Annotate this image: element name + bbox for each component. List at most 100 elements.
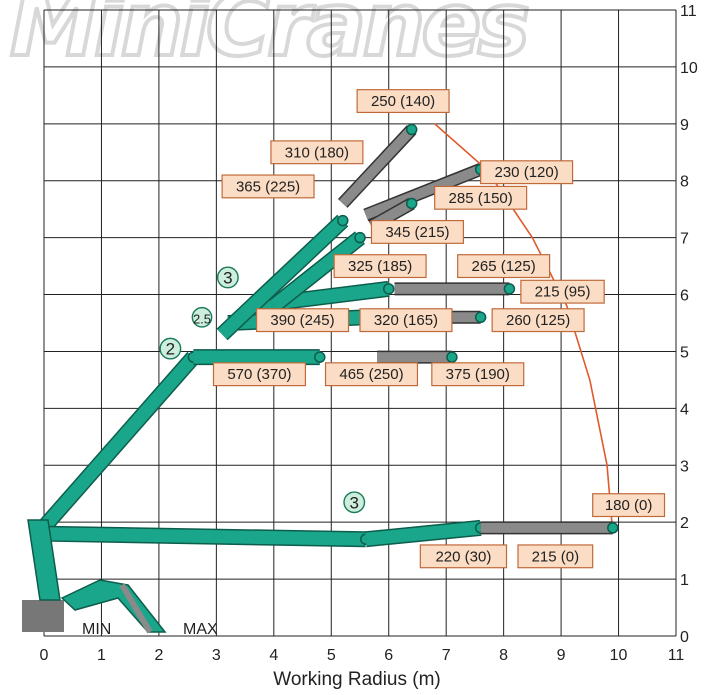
angle-marker: [343, 491, 366, 514]
boom-tip: [405, 123, 418, 136]
boom-label-min: MIN: [82, 621, 111, 638]
load-labels: 250 (140) 310 (180) 230 (120) 365 (225) 285 …: [212, 89, 666, 569]
load-label: 215 (95): [535, 284, 591, 301]
x-axis-ticks: 0 1 2 3 4 5 6 7 8 9 10 11: [40, 647, 685, 664]
angle-marker: [191, 306, 213, 328]
angle-marker-text: 3: [223, 268, 232, 287]
y-tick-label: 4: [680, 401, 689, 418]
x-axis-title: Working Radius (m): [273, 669, 441, 690]
load-label: 180 (0): [605, 497, 653, 514]
boom-tip: [382, 283, 395, 295]
x-tick-label: 11: [668, 647, 685, 664]
load-label-box: [480, 160, 574, 185]
boom-positions: [32, 123, 619, 548]
load-label: 465 (250): [339, 366, 403, 383]
x-tick-label: 3: [212, 647, 221, 664]
y-tick-label: 7: [680, 231, 689, 248]
angle-markers: 3 2.5 2 3: [159, 266, 366, 514]
load-label: 265 (125): [472, 258, 536, 275]
load-label: 230 (120): [495, 164, 559, 181]
y-tick-label: 2: [680, 515, 689, 532]
boom-section: [33, 352, 199, 538]
angle-marker: [159, 337, 182, 360]
x-tick-label: 5: [327, 647, 336, 664]
boom-tip: [337, 214, 349, 227]
x-tick-label: 6: [384, 647, 393, 664]
boom-tip: [354, 231, 366, 244]
load-label: 320 (165): [374, 312, 438, 329]
load-label: 325 (185): [348, 258, 412, 275]
load-label: 260 (125): [506, 312, 570, 329]
x-tick-label: 4: [269, 647, 278, 664]
load-label-box: [457, 254, 551, 279]
y-tick-label: 8: [680, 174, 689, 191]
boom-tip: [607, 522, 619, 534]
x-tick-label: 8: [499, 647, 508, 664]
extension-section: [363, 164, 483, 220]
load-label: 345 (215): [385, 224, 449, 241]
load-label-box: [359, 308, 453, 333]
load-label-box: [434, 185, 528, 210]
boom-section: [217, 215, 348, 340]
load-label: 365 (225): [236, 178, 300, 195]
angle-marker: [216, 266, 239, 289]
y-tick-label: 10: [680, 60, 698, 77]
boom-tip: [405, 197, 418, 210]
x-tick-label: 7: [442, 647, 451, 664]
load-label: 220 (30): [435, 548, 491, 565]
load-label-box: [333, 254, 427, 279]
boom-tip: [446, 351, 458, 363]
load-label-box: [212, 362, 307, 387]
x-tick-label: 2: [154, 647, 163, 664]
load-label: 375 (190): [446, 366, 510, 383]
load-label-box: [255, 308, 350, 333]
load-label-box: [491, 308, 585, 333]
load-label-box: [592, 493, 666, 518]
outrigger-extension: [119, 583, 153, 634]
boom-section: [365, 521, 482, 546]
watermark: MiniCranes: [10, 0, 530, 76]
load-label: 310 (180): [285, 144, 349, 161]
angle-marker-text: 3: [350, 493, 359, 512]
y-tick-label: 11: [680, 3, 697, 20]
load-label-box: [431, 362, 525, 387]
y-tick-label: 9: [680, 117, 689, 134]
load-label-box: [517, 544, 594, 569]
crane-column: [27, 519, 61, 601]
load-label: 250 (140): [371, 93, 435, 110]
load-label-box: [221, 174, 315, 199]
load-label-box: [270, 140, 364, 165]
load-label-box: [520, 279, 605, 304]
y-tick-label: 3: [680, 458, 689, 475]
load-label: 285 (150): [449, 190, 513, 207]
load-label-box: [370, 219, 465, 244]
y-tick-label: 6: [680, 288, 689, 305]
load-label: 570 (370): [227, 366, 291, 383]
extension-section: [339, 126, 416, 207]
boom-section: [269, 232, 365, 312]
x-tick-label: 0: [40, 647, 49, 664]
crane-base-block: [22, 600, 64, 632]
outrigger: [60, 579, 167, 633]
y-tick-label: 1: [680, 572, 689, 589]
x-tick-label: 10: [610, 647, 628, 664]
load-label: 215 (0): [532, 548, 580, 565]
boom-tip: [474, 311, 487, 324]
load-label-box: [324, 362, 419, 387]
crane-base: [22, 519, 167, 634]
y-tick-label: 5: [680, 344, 689, 361]
load-label-box: [419, 544, 508, 569]
x-tick-label: 1: [97, 647, 106, 664]
y-tick-label: 0: [680, 629, 689, 646]
boom-tip: [314, 351, 326, 363]
boom-section: [38, 527, 366, 546]
load-label-box: [356, 89, 450, 114]
angle-marker-text: 2: [166, 340, 175, 359]
angle-marker-text: 2.5: [193, 311, 211, 326]
boom-label-max: MAX: [183, 621, 218, 638]
boom-tip: [503, 283, 516, 295]
x-tick-label: 9: [557, 647, 566, 664]
y-axis-ticks: 0 1 2 3 4 5 6 7 8 9 10 11: [680, 3, 698, 646]
load-label: 390 (245): [270, 312, 334, 329]
